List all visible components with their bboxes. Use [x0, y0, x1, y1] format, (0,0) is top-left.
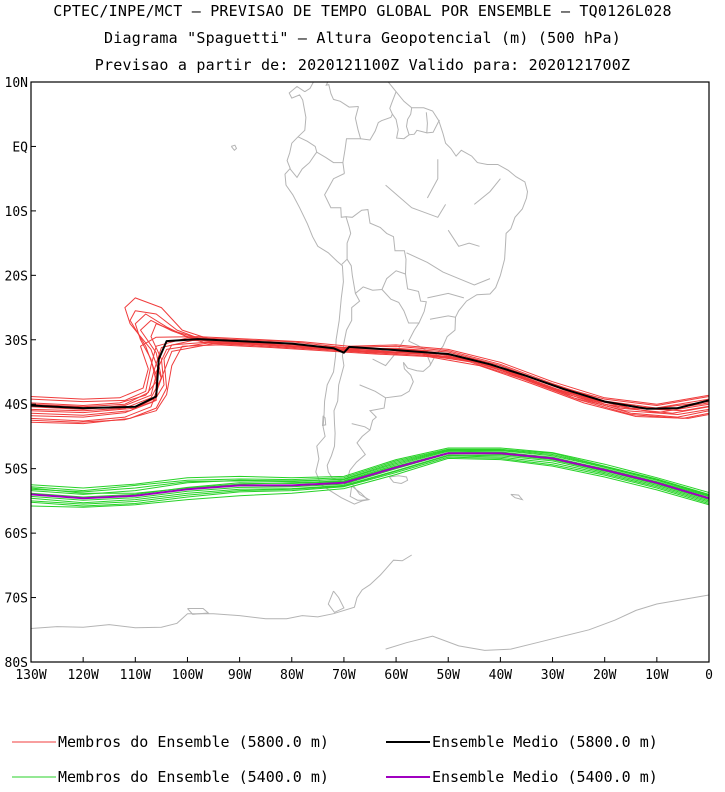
x-tick-label-4: 90W	[228, 668, 252, 683]
c5800-member-7	[31, 310, 709, 410]
c5400-member-4	[31, 454, 709, 504]
coastline-4	[510, 493, 524, 501]
coastline-3	[388, 475, 409, 485]
legend-label-3: Membros do Ensemble (5400.0 m)	[58, 768, 329, 786]
c5400-member-3	[31, 450, 709, 497]
coastline-0	[284, 82, 529, 505]
border-13	[360, 113, 393, 141]
y-tick-label-2: 10S	[5, 205, 28, 220]
x-tick-label-2: 110W	[120, 668, 151, 683]
contour-layer	[31, 297, 709, 508]
c5400-member-11	[31, 449, 709, 496]
border-14	[385, 184, 447, 218]
border-4	[324, 173, 352, 265]
border-0	[325, 82, 359, 108]
geography-layer	[31, 82, 709, 651]
x-tick-label-8: 50W	[436, 668, 460, 683]
coastline-8	[327, 590, 345, 614]
border-5	[345, 209, 407, 295]
x-tick-label-10: 30W	[541, 668, 565, 683]
border-22	[351, 423, 371, 431]
coastline-7	[385, 594, 709, 651]
border-2	[297, 136, 343, 164]
x-tick-label-13: 0	[705, 668, 713, 683]
y-tick-label-4: 30S	[5, 334, 28, 349]
border-12	[426, 119, 440, 134]
c5800-member-11	[31, 339, 709, 410]
border-11	[405, 107, 413, 135]
plot-frame	[30, 81, 710, 663]
c5400-member-10	[31, 455, 709, 505]
coastline-1	[349, 485, 369, 501]
x-tick-label-0: 130W	[15, 668, 46, 683]
border-9	[408, 322, 420, 342]
legend: Membros do Ensemble (5800.0 m) Ensemble M…	[12, 733, 658, 786]
border-7	[381, 273, 427, 324]
border-3	[289, 151, 318, 179]
x-tick-label-11: 20W	[593, 668, 617, 683]
legend-label-4: Ensemble Medio (5400.0 m)	[432, 768, 658, 786]
c5800-member-12	[31, 344, 709, 423]
coastline-6	[31, 554, 412, 629]
c5400-member-6	[31, 457, 709, 508]
x-tick-label-12: 10W	[645, 668, 669, 683]
x-tick-label-9: 40W	[489, 668, 513, 683]
border-21	[359, 384, 386, 399]
legend-label-2: Ensemble Medio (5800.0 m)	[432, 733, 658, 751]
coastline-9	[187, 608, 210, 615]
border-8	[408, 340, 432, 366]
border-15	[473, 178, 501, 205]
title-line-1: CPTEC/INPE/MCT — PREVISAO DE TEMPO GLOBA…	[53, 2, 672, 20]
y-tick-label-6: 50S	[5, 463, 28, 478]
x-tick-label-5: 80W	[280, 668, 304, 683]
c5400-member-1	[31, 448, 709, 495]
legend-label-1: Membros do Ensemble (5800.0 m)	[58, 733, 329, 751]
y-tick-label-0: 10N	[5, 76, 28, 91]
c5800-member-4	[31, 313, 709, 409]
x-tick-label-1: 120W	[67, 668, 98, 683]
x-tick-label-3: 100W	[172, 668, 203, 683]
border-10	[389, 91, 428, 140]
axis-layer: 130W 120W 110W 100W 90W 80W 70W 60W 50W 40W 30W 20W…	[5, 76, 713, 683]
c5800-ensemble-mean	[31, 338, 709, 410]
c5400-member-2	[31, 456, 709, 507]
coastline-2	[321, 415, 327, 427]
border-1	[342, 106, 362, 174]
title-line-2: Diagrama "Spaguetti" — Altura Geopotenci…	[104, 29, 621, 47]
c5400-ensemble-mean	[31, 452, 709, 500]
y-tick-label-7: 60S	[5, 527, 28, 542]
y-tick-label-3: 20S	[5, 269, 28, 284]
c5800-member-10	[31, 319, 709, 416]
border-6	[326, 293, 361, 484]
border-18	[427, 292, 465, 299]
coastline-5	[230, 144, 238, 152]
y-tick-label-9: 80S	[5, 656, 28, 671]
y-tick-label-1: EQ	[12, 140, 28, 155]
c5800-member-9	[31, 336, 709, 405]
border-23	[426, 159, 439, 199]
title-line-3: Previsao a partir de: 2020121100Z Valido…	[94, 56, 631, 74]
c5400-member-8	[31, 453, 709, 501]
x-tick-label-6: 70W	[332, 668, 356, 683]
border-19	[429, 315, 456, 320]
y-tick-label-5: 40S	[5, 398, 28, 413]
c5400-member-7	[31, 447, 709, 493]
border-17	[406, 252, 491, 286]
x-tick-label-7: 60W	[384, 668, 408, 683]
y-tick-label-8: 70S	[5, 592, 28, 607]
border-16	[447, 229, 480, 247]
